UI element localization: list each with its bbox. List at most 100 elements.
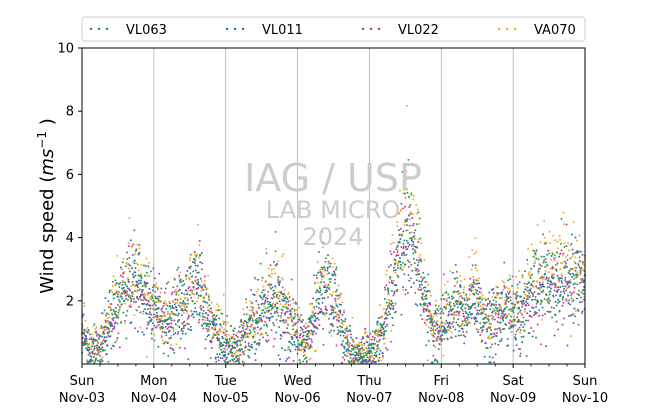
x-tick-day: Thu: [356, 374, 381, 389]
point-VA070: [193, 253, 196, 256]
point-VL022: [493, 361, 496, 364]
point-VA070: [536, 280, 539, 283]
point-VA070: [308, 325, 310, 328]
point-VA070: [250, 325, 253, 328]
point-VL063: [424, 308, 427, 311]
point-VL063: [90, 338, 92, 341]
point-VL063: [461, 320, 464, 323]
point-VL011: [445, 331, 448, 334]
point-VL063: [283, 321, 286, 324]
point-VL011: [343, 311, 345, 314]
point-VL011: [436, 361, 439, 363]
point-VL063: [186, 322, 189, 325]
point-VL022: [262, 336, 265, 339]
point-VA070: [396, 225, 399, 228]
point-VL022: [114, 321, 117, 324]
point-VA070: [526, 263, 529, 265]
point-VL022: [96, 334, 98, 337]
point-VL063: [534, 298, 537, 301]
legend-label: VA070: [534, 23, 576, 38]
point-VL022: [453, 284, 456, 287]
point-VL011: [410, 286, 413, 289]
point-VL011: [202, 309, 205, 312]
point-VL063: [476, 289, 479, 292]
point-VL011: [287, 300, 290, 303]
point-VA070: [559, 238, 561, 241]
point-VL022: [134, 267, 137, 270]
point-VL022: [499, 329, 502, 332]
point-VL022: [544, 313, 547, 315]
point-VL011: [106, 326, 109, 329]
point-VL022: [562, 301, 565, 304]
point-VL011: [583, 285, 585, 288]
point-VL022: [492, 292, 495, 295]
point-VL063: [405, 229, 408, 232]
point-VA070: [515, 300, 518, 303]
point-VL063: [335, 290, 337, 293]
point-VA070: [506, 300, 509, 303]
point-VL011: [186, 269, 189, 272]
point-VL011: [578, 266, 581, 269]
point-VL022: [371, 335, 374, 338]
point-VA070: [261, 279, 264, 282]
point-VA070: [309, 357, 312, 360]
point-VL063: [391, 302, 394, 304]
point-VL063: [139, 279, 142, 282]
point-VL011: [476, 320, 479, 323]
point-VA070: [229, 340, 232, 343]
point-VA070: [106, 321, 108, 324]
point-VL022: [98, 348, 101, 351]
point-VL063: [429, 316, 432, 319]
point-VL011: [133, 229, 136, 232]
point-VL022: [201, 262, 204, 265]
point-VL011: [88, 346, 91, 349]
point-VL011: [532, 292, 535, 295]
point-VL063: [138, 243, 141, 246]
point-VL063: [301, 320, 304, 323]
point-VL063: [276, 302, 279, 305]
point-VL063: [394, 269, 397, 271]
point-VA070: [578, 290, 580, 293]
point-VL063: [570, 297, 573, 300]
point-VA070: [295, 308, 298, 311]
point-VL011: [492, 288, 495, 290]
point-VA070: [267, 267, 270, 270]
point-VA070: [474, 237, 477, 240]
point-VL011: [408, 279, 411, 282]
point-VL022: [303, 325, 306, 328]
point-VL022: [261, 298, 264, 301]
point-VL011: [177, 312, 180, 315]
point-VA070: [183, 297, 186, 300]
point-VL022: [556, 289, 559, 292]
point-VL063: [106, 332, 109, 335]
point-VL063: [270, 297, 273, 300]
point-VL063: [157, 306, 160, 309]
point-VL063: [231, 359, 234, 362]
point-VL063: [464, 303, 467, 306]
point-VL063: [282, 295, 285, 298]
point-VL063: [548, 252, 551, 255]
point-VL022: [140, 299, 143, 302]
point-VL063: [117, 311, 120, 314]
point-VL063: [190, 314, 193, 317]
point-VL022: [389, 250, 392, 253]
point-VL022: [543, 259, 546, 262]
point-VA070: [337, 284, 340, 287]
point-VL022: [424, 280, 427, 283]
point-VA070: [117, 314, 120, 317]
point-VA070: [204, 319, 207, 322]
point-VL011: [270, 312, 273, 315]
point-VL011: [453, 311, 456, 314]
point-VL063: [179, 337, 182, 340]
point-VL063: [410, 193, 413, 196]
point-VL011: [464, 335, 467, 338]
point-VL022: [494, 312, 497, 315]
point-VL011: [162, 342, 165, 345]
point-VL063: [441, 339, 444, 342]
point-VL011: [500, 309, 503, 311]
point-VL022: [241, 339, 244, 342]
point-VL063: [320, 281, 322, 284]
point-VA070: [104, 329, 106, 332]
point-VA070: [317, 281, 319, 284]
point-VL063: [199, 253, 202, 256]
